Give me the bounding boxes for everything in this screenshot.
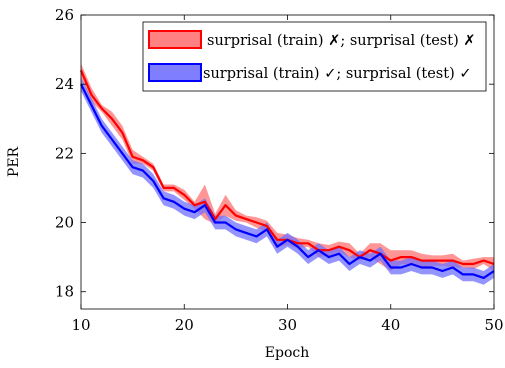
series-lines: [79, 69, 495, 279]
x-tick-label: 30: [278, 316, 297, 334]
legend-label-series-1: surprisal (train) ✗; surprisal (test) ✗: [207, 33, 475, 49]
axis-ticks: 10 20 30 40 50 18 20 22 24 26: [55, 6, 504, 334]
y-tick-label: 22: [55, 144, 74, 162]
legend-swatch-series-2: [148, 63, 202, 82]
y-axis-label: PER: [6, 146, 22, 177]
x-tick-label: 10: [71, 316, 90, 334]
x-tick-label: 20: [175, 316, 194, 334]
x-tick-label: 50: [484, 316, 503, 334]
legend-label-series-2: surprisal (train) ✓; surprisal (test) ✓: [203, 66, 471, 82]
y-tick-label: 20: [55, 214, 74, 232]
confidence-bands: [81, 63, 494, 285]
legend: surprisal (train) ✗; surprisal (test) ✗ …: [142, 21, 487, 92]
x-tick-label: 40: [381, 316, 400, 334]
y-tick-label: 24: [55, 75, 74, 93]
y-tick-label: 26: [55, 6, 74, 24]
y-tick-label: 18: [55, 283, 74, 301]
legend-swatch-series-1: [148, 30, 202, 49]
line-series-2: [80, 83, 495, 279]
x-axis-label: Epoch: [265, 345, 309, 361]
band-series-2: [81, 77, 494, 285]
